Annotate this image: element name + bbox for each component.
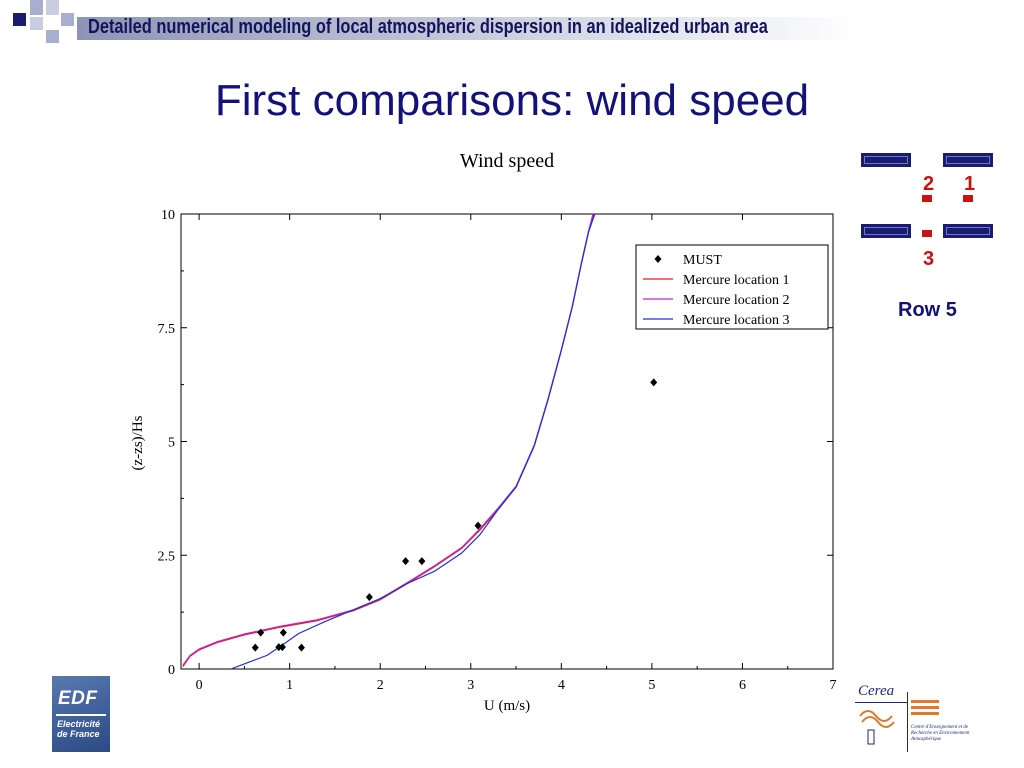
axis-ticks: 0 1 2 3 4 5 6 7 0 2.5 5 7.5 10	[158, 208, 837, 693]
must-point	[275, 643, 283, 652]
legend-label: MUST	[683, 253, 722, 268]
cerea-logo-divider	[907, 692, 908, 752]
legend-label: Mercure location 2	[683, 293, 790, 308]
x-tick-label: 5	[648, 678, 655, 693]
x-tick-label: 1	[286, 678, 293, 693]
location-2-label: 2	[923, 173, 935, 195]
must-points	[251, 378, 658, 652]
banner-square-1	[13, 13, 26, 26]
cerea-wave-icon	[859, 710, 895, 745]
location-1-marker	[963, 195, 973, 202]
must-point	[257, 628, 265, 637]
edf-logo-rule	[56, 714, 106, 716]
must-point	[418, 557, 426, 566]
banner-square-5	[61, 13, 74, 26]
x-tick-label: 0	[196, 678, 203, 693]
y-axis-label: (z-zs)/Hs	[130, 415, 146, 470]
building-top-left	[861, 153, 911, 167]
legend-items: MUST Mercure location 1 Mercure location 2…	[643, 253, 790, 328]
row-label: Row 5	[898, 299, 957, 321]
cerea-stripe-3	[911, 712, 939, 715]
location-3-label: 3	[923, 248, 935, 270]
y-tick-label: 0	[168, 663, 175, 678]
banner-title: Detailed numerical modeling of local atm…	[88, 16, 768, 38]
cerea-logo: Cerea Centre d'Enseignement et de Recher…	[850, 680, 990, 760]
must-point	[402, 557, 410, 566]
series-line-1	[182, 213, 595, 668]
location-1-label: 1	[964, 173, 976, 195]
edf-logo-text: EDF	[58, 688, 98, 709]
x-tick-label: 4	[558, 678, 565, 693]
chart-title: Wind speed	[460, 150, 554, 172]
location-2-marker	[922, 195, 932, 202]
chart-legend: MUST Mercure location 1 Mercure location 2…	[635, 244, 829, 330]
edf-logo-sub1: Electricité	[57, 719, 101, 729]
must-point	[297, 643, 305, 652]
header-banner: Detailed numerical modeling of local atm…	[0, 0, 1024, 44]
series-line-3	[230, 213, 596, 670]
x-tick-label: 2	[377, 678, 384, 693]
cerea-logo-rule	[855, 702, 907, 703]
must-point	[278, 643, 286, 652]
x-tick-label: 6	[739, 678, 746, 693]
location-diagram: 2 1 3	[855, 148, 1000, 328]
must-point	[365, 593, 373, 602]
banner-bar	[77, 17, 929, 40]
x-tick-label: 7	[830, 678, 837, 693]
x-axis-label: U (m/s)	[484, 698, 530, 714]
y-tick-label: 2.5	[158, 549, 176, 564]
legend-label: Mercure location 3	[683, 313, 790, 328]
cerea-stripe-2	[911, 706, 939, 709]
cerea-stripe-1	[911, 700, 939, 703]
legend-label: Mercure location 1	[683, 273, 790, 288]
legend-box	[635, 244, 829, 330]
banner-square-2	[30, 0, 43, 15]
banner-square-4	[30, 17, 43, 30]
must-point	[251, 643, 259, 652]
must-point	[650, 378, 658, 387]
series-lines	[182, 213, 596, 670]
edf-logo: EDF Electricité de France	[52, 676, 110, 752]
cerea-logo-name: Cerea	[858, 683, 895, 699]
edf-logo-sub2: de France	[57, 729, 100, 739]
building-bottom-left	[861, 224, 911, 238]
must-point	[279, 628, 287, 637]
y-tick-label: 10	[161, 208, 175, 223]
banner-square-3	[46, 0, 59, 15]
slide-title: First comparisons: wind speed	[214, 76, 810, 125]
y-tick-label: 7.5	[158, 322, 176, 337]
y-tick-label: 5	[168, 436, 175, 451]
location-3-marker	[922, 230, 932, 237]
banner-square-6	[46, 30, 59, 43]
building-bottom-right	[943, 224, 993, 238]
series-line-2	[182, 213, 594, 666]
must-point	[474, 521, 482, 530]
legend-marker-must	[654, 255, 662, 263]
cerea-logo-description: Centre d'Enseignement et de Recherche en…	[911, 725, 970, 742]
x-tick-label: 3	[467, 678, 474, 693]
building-top-right	[943, 153, 993, 167]
